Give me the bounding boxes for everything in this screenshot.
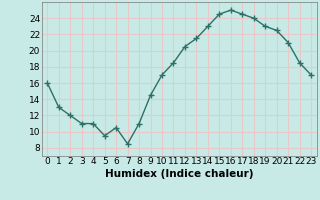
X-axis label: Humidex (Indice chaleur): Humidex (Indice chaleur) [105,169,253,179]
